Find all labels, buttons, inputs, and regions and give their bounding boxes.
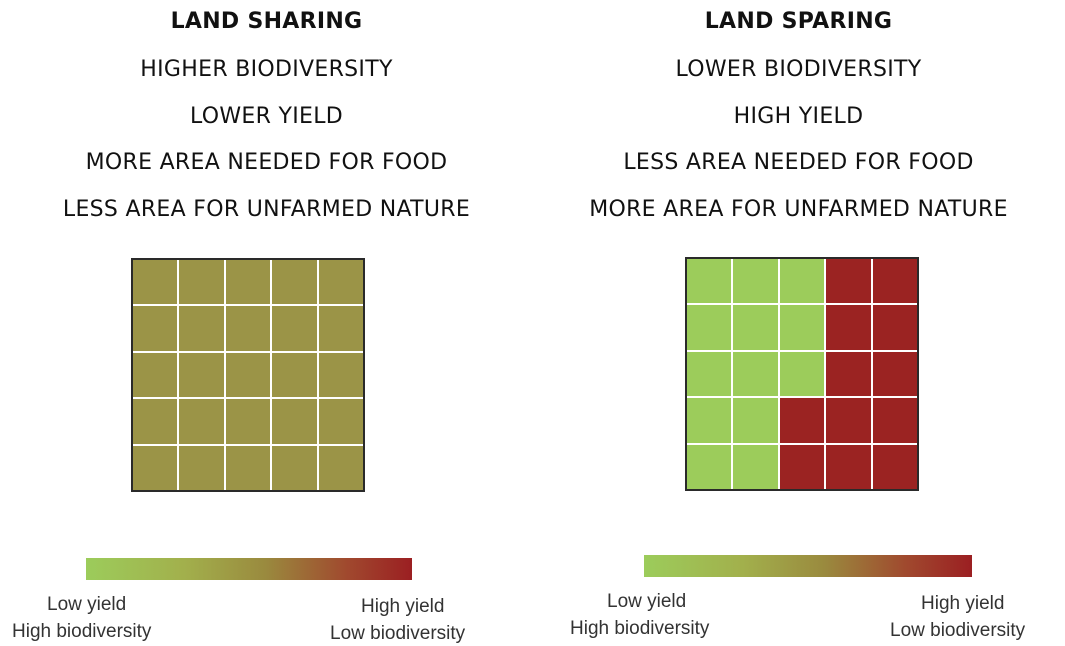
mixed-farmland-cell <box>225 260 271 305</box>
mixed-farmland-cell <box>318 306 363 351</box>
land-sharing-panel: LAND SHARING HIGHER BIODIVERSITY LOWER Y… <box>12 9 471 644</box>
mixed-farmland-cell <box>225 352 271 398</box>
land-sharing-grid <box>131 258 365 492</box>
mixed-farmland-cell <box>179 306 224 351</box>
intensive-farmland-cell <box>872 351 917 397</box>
land-sharing-line-4: LESS AREA FOR UNFARMED NATURE <box>62 197 471 222</box>
land-sparing-grid <box>685 257 919 491</box>
land-sharing-line-2: LOWER YIELD <box>189 104 344 129</box>
land-sharing-line-1: HIGHER BIODIVERSITY <box>140 57 393 82</box>
mixed-farmland-cell <box>133 399 178 444</box>
spared-nature-cell <box>733 398 778 443</box>
spared-nature-cell <box>733 259 778 304</box>
land-sharing-title: LAND SHARING <box>170 9 363 34</box>
legend-high-yield: High yield <box>921 593 1005 614</box>
legend-high-biodiversity: High biodiversity <box>570 618 710 639</box>
spared-nature-cell <box>733 351 778 397</box>
intensive-farmland-cell <box>779 398 825 443</box>
legend-low-yield: Low yield <box>607 591 687 612</box>
mixed-farmland-cell <box>179 445 224 490</box>
land-sparing-title: LAND SPARING <box>704 9 893 34</box>
mixed-farmland-cell <box>133 306 178 351</box>
intensive-farmland-cell <box>826 351 871 397</box>
spared-nature-cell <box>687 305 732 350</box>
legend-high-biodiversity: High biodiversity <box>12 621 152 642</box>
land-sharing-line-3: MORE AREA NEEDED FOR FOOD <box>85 150 448 175</box>
spared-nature-cell <box>779 351 825 397</box>
mixed-farmland-cell <box>179 260 224 305</box>
land-sparing-panel: LAND SPARING LOWER BIODIVERSITY HIGH YIE… <box>532 0 1065 646</box>
intensive-farmland-cell <box>872 259 917 304</box>
legend-high-yield: High yield <box>361 596 445 617</box>
mixed-farmland-cell <box>318 445 363 490</box>
mixed-farmland-cell <box>272 445 317 490</box>
land-sparing-line-2: HIGH YIELD <box>733 104 864 129</box>
spared-nature-cell <box>779 259 825 304</box>
mixed-farmland-cell <box>272 399 317 444</box>
spared-nature-cell <box>687 351 732 397</box>
intensive-farmland-cell <box>779 444 825 489</box>
yield-gradient-bar <box>86 558 412 580</box>
spared-nature-cell <box>779 305 825 350</box>
mixed-farmland-cell <box>133 445 178 490</box>
legend-low-biodiversity: Low biodiversity <box>330 623 466 644</box>
mixed-farmland-cell <box>179 399 224 444</box>
legend-low-biodiversity: Low biodiversity <box>890 620 1026 641</box>
land-sparing-line-1: LOWER BIODIVERSITY <box>675 57 922 82</box>
intensive-farmland-cell <box>872 305 917 350</box>
intensive-farmland-cell <box>826 305 871 350</box>
intensive-farmland-cell <box>826 398 871 443</box>
mixed-farmland-cell <box>225 306 271 351</box>
intensive-farmland-cell <box>872 444 917 489</box>
intensive-farmland-cell <box>826 444 871 489</box>
mixed-farmland-cell <box>133 352 178 398</box>
legend-low-yield: Low yield <box>47 594 127 615</box>
intensive-farmland-cell <box>872 398 917 443</box>
mixed-farmland-cell <box>179 352 224 398</box>
yield-gradient-bar <box>644 555 972 577</box>
land-sparing-line-3: LESS AREA NEEDED FOR FOOD <box>623 150 974 175</box>
mixed-farmland-cell <box>272 306 317 351</box>
spared-nature-cell <box>687 444 732 489</box>
land-sparing-line-4: MORE AREA FOR UNFARMED NATURE <box>589 197 1008 222</box>
mixed-farmland-cell <box>272 352 317 398</box>
mixed-farmland-cell <box>318 260 363 305</box>
mixed-farmland-cell <box>225 399 271 444</box>
intensive-farmland-cell <box>826 259 871 304</box>
mixed-farmland-cell <box>318 352 363 398</box>
mixed-farmland-cell <box>318 399 363 444</box>
mixed-farmland-cell <box>272 260 317 305</box>
spared-nature-cell <box>733 444 778 489</box>
mixed-farmland-cell <box>133 260 178 305</box>
spared-nature-cell <box>733 305 778 350</box>
spared-nature-cell <box>687 259 732 304</box>
spared-nature-cell <box>687 398 732 443</box>
mixed-farmland-cell <box>225 445 271 490</box>
